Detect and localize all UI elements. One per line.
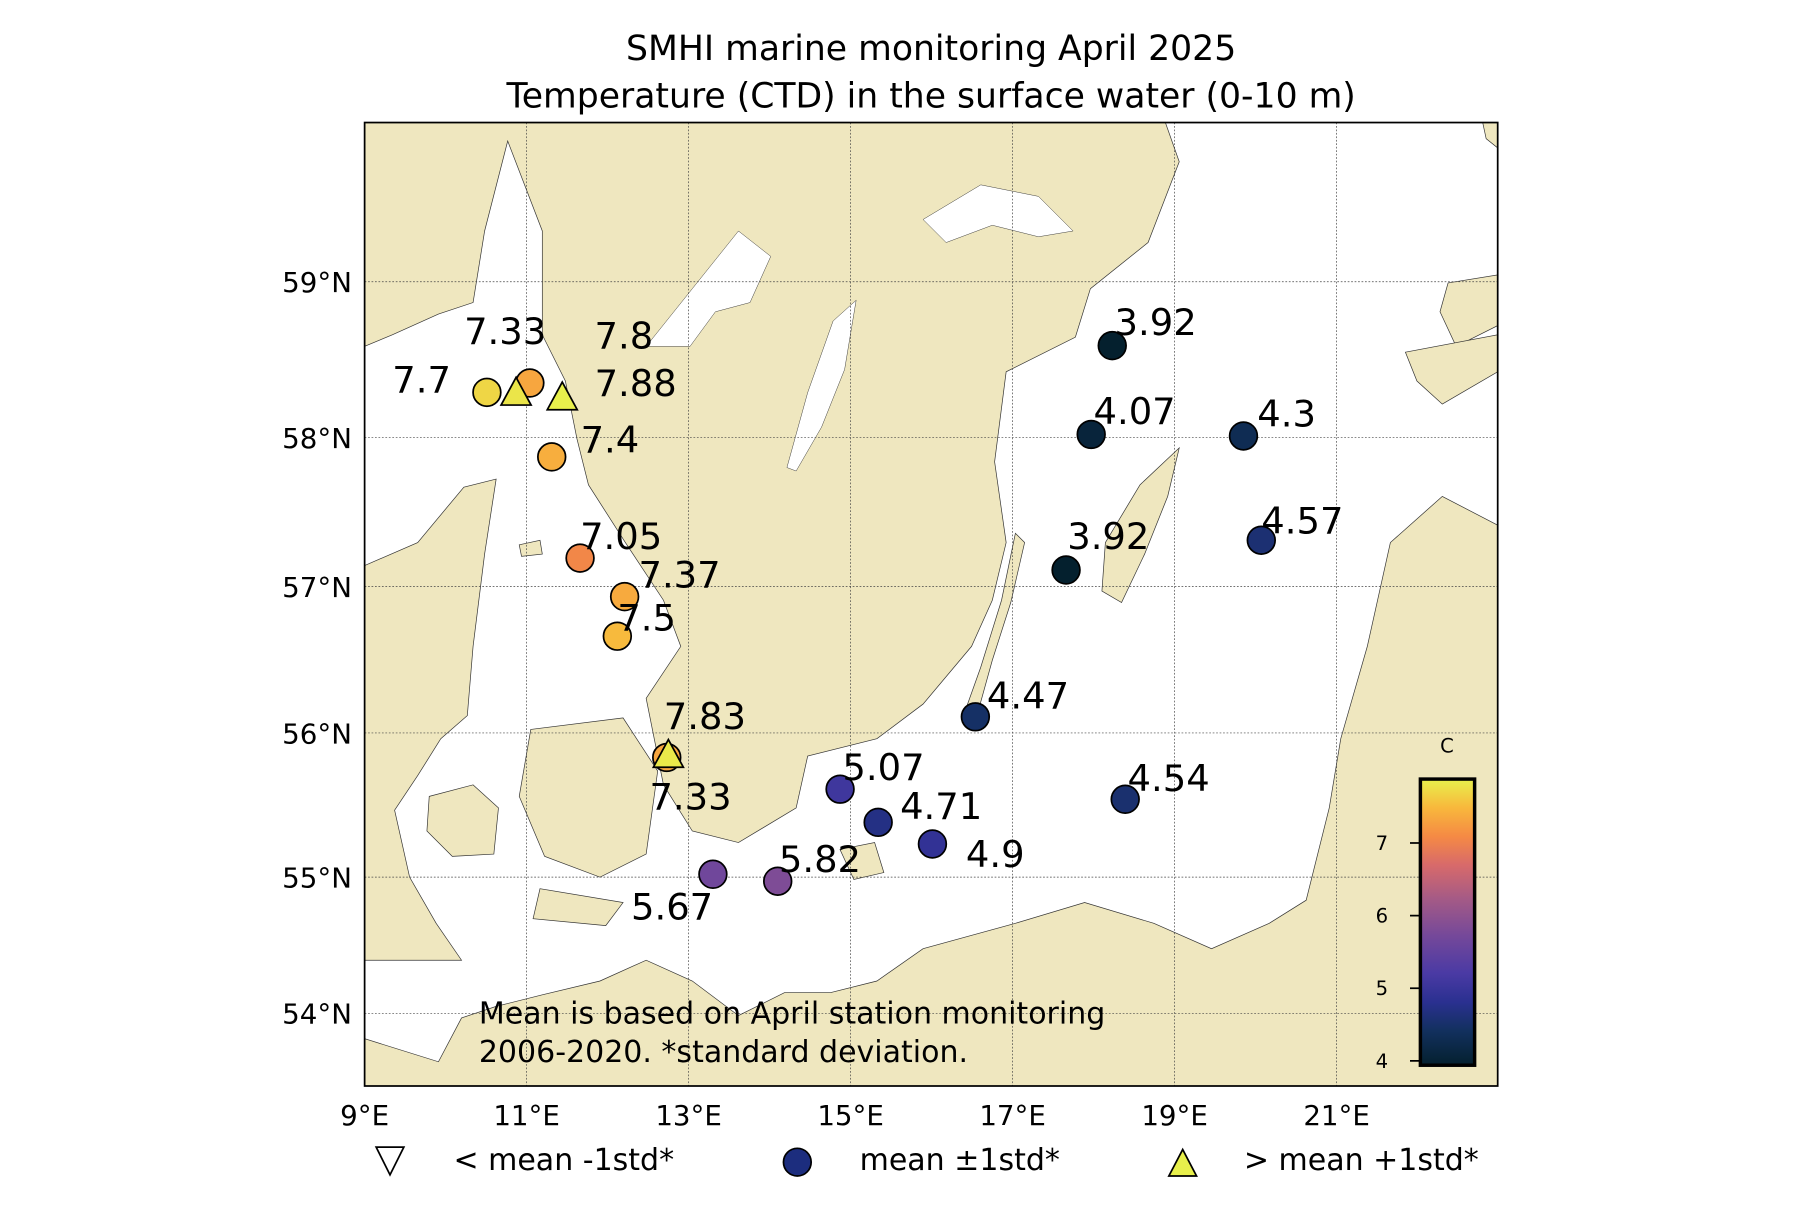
station-value-label: 3.92 [1115, 301, 1197, 344]
station-value-label: 3.92 [1067, 515, 1149, 558]
colorbar-label: C [1440, 735, 1454, 758]
lake-vanern [645, 230, 772, 347]
annotation-line-2: 2006-2020. *standard deviation. [479, 1035, 968, 1070]
land-gotland [1101, 446, 1180, 604]
legend-triangle-up-icon [1167, 1147, 1198, 1177]
stations-layer: 7.7 7.33 7.87.88 7.4 7.057.377.5 7.33 7.83 5.67… [392, 301, 1343, 928]
station-marker-circle [763, 866, 793, 896]
legend: < mean -1std* mean ±1std* > mean +1std* [374, 1143, 1479, 1178]
station-value-label: 5.67 [631, 885, 713, 928]
legend-label-within: mean ±1std* [860, 1143, 1060, 1178]
station-value-label: 7.33 [464, 310, 546, 353]
land-saaremaa [1404, 334, 1498, 405]
station-marker-circle [537, 442, 567, 472]
land-scandinavia [364, 122, 1180, 843]
chart-subtitle: Temperature (CTD) in the surface water (… [505, 77, 1355, 117]
colorbar-tick-label: 7 [1376, 832, 1388, 855]
y-tick-label: 58°N [282, 422, 352, 455]
station-marker-circle [917, 829, 948, 859]
station-value-label: 4.47 [987, 675, 1069, 718]
land-jutland [364, 478, 497, 961]
station-marker-circle [609, 581, 640, 612]
y-tick-label: 54°N [282, 998, 352, 1031]
colorbar-tick-label: 5 [1376, 977, 1388, 1000]
station-marker-circle [1076, 419, 1106, 450]
map-area [364, 122, 1498, 1086]
land-estonia-island [1439, 274, 1498, 347]
station-value-label: 7.83 [664, 695, 746, 738]
station-marker-triangle [545, 380, 579, 411]
x-tick-label: 13°E [655, 1099, 722, 1132]
land-baltic-states-germany-poland [364, 495, 1498, 1086]
legend-triangle-down-icon [374, 1146, 406, 1177]
station-marker-triangle [651, 737, 685, 769]
x-tick-label: 17°E [979, 1099, 1046, 1132]
station-marker-circle [863, 807, 893, 838]
land-zealand [518, 717, 659, 878]
y-tick-label: 57°N [282, 571, 352, 604]
station-marker-circle [960, 702, 991, 732]
station-marker-triangle [499, 375, 533, 406]
station-value-label: 5.07 [842, 746, 924, 789]
map-frame [363, 121, 1499, 1087]
y-tick-label: 59°N [282, 266, 352, 299]
station-marker-circle [825, 774, 855, 804]
annotation-line-1: Mean is based on April station monitorin… [479, 997, 1105, 1032]
station-value-label: 4.3 [1257, 393, 1316, 436]
station-value-label: 7.37 [638, 553, 720, 596]
legend-circle-icon [782, 1147, 813, 1177]
station-value-label: 4.54 [1128, 757, 1210, 800]
legend-label-below: < mean -1std* [453, 1143, 674, 1178]
station-value-label: 4.71 [900, 785, 982, 828]
land-anholt [518, 539, 543, 557]
colorbar: C 4 5 6 7 [1376, 735, 1477, 1073]
chart-title: SMHI marine monitoring April 2025 [626, 29, 1236, 69]
station-value-label: 7.88 [595, 362, 677, 405]
station-value-label: 4.57 [1261, 499, 1343, 542]
station-value-label: 7.4 [581, 418, 640, 461]
station-marker-circle [1097, 330, 1127, 361]
station-marker-circle [602, 621, 633, 651]
station-value-label: 4.9 [966, 833, 1025, 876]
station-value-label: 7.33 [649, 775, 731, 818]
y-tick-label: 55°N [282, 862, 352, 895]
colorbar-gradient [1418, 777, 1477, 1067]
station-marker-circle [565, 543, 595, 573]
y-tick-label: 56°N [282, 717, 352, 750]
station-value-label: 4.07 [1093, 390, 1175, 433]
x-tick-label: 9°E [340, 1099, 389, 1132]
colorbar-tick-label: 4 [1376, 1050, 1388, 1073]
station-marker-circle [1051, 555, 1081, 585]
station-value-label: 7.7 [392, 358, 451, 401]
station-marker-circle [698, 859, 728, 889]
station-value-label: 7.8 [595, 315, 654, 358]
station-value-label: 7.5 [617, 596, 676, 639]
colorbar-tick-label: 6 [1376, 905, 1388, 928]
lake-malaren [922, 184, 1074, 243]
x-tick-label: 21°E [1303, 1099, 1370, 1132]
axis-ticks: 9°E 11°E 13°E 15°E 17°E 19°E 21°E 54°N 55°N 56°N 5… [282, 266, 1370, 1132]
station-value-label: 5.82 [779, 838, 861, 881]
graticule [364, 122, 1498, 1086]
station-value-label: 7.05 [580, 515, 662, 558]
station-marker-circle [1228, 421, 1259, 451]
land-lolland [532, 888, 624, 926]
station-marker-circle [472, 377, 502, 408]
station-marker-circle [1110, 784, 1140, 814]
legend-label-above: > mean +1std* [1244, 1143, 1479, 1178]
x-tick-label: 19°E [1141, 1099, 1208, 1132]
x-tick-label: 15°E [817, 1099, 884, 1132]
land-finland [1482, 122, 1498, 149]
land-funen [426, 784, 499, 857]
station-marker-circle [1246, 525, 1276, 555]
x-tick-label: 11°E [493, 1099, 560, 1132]
